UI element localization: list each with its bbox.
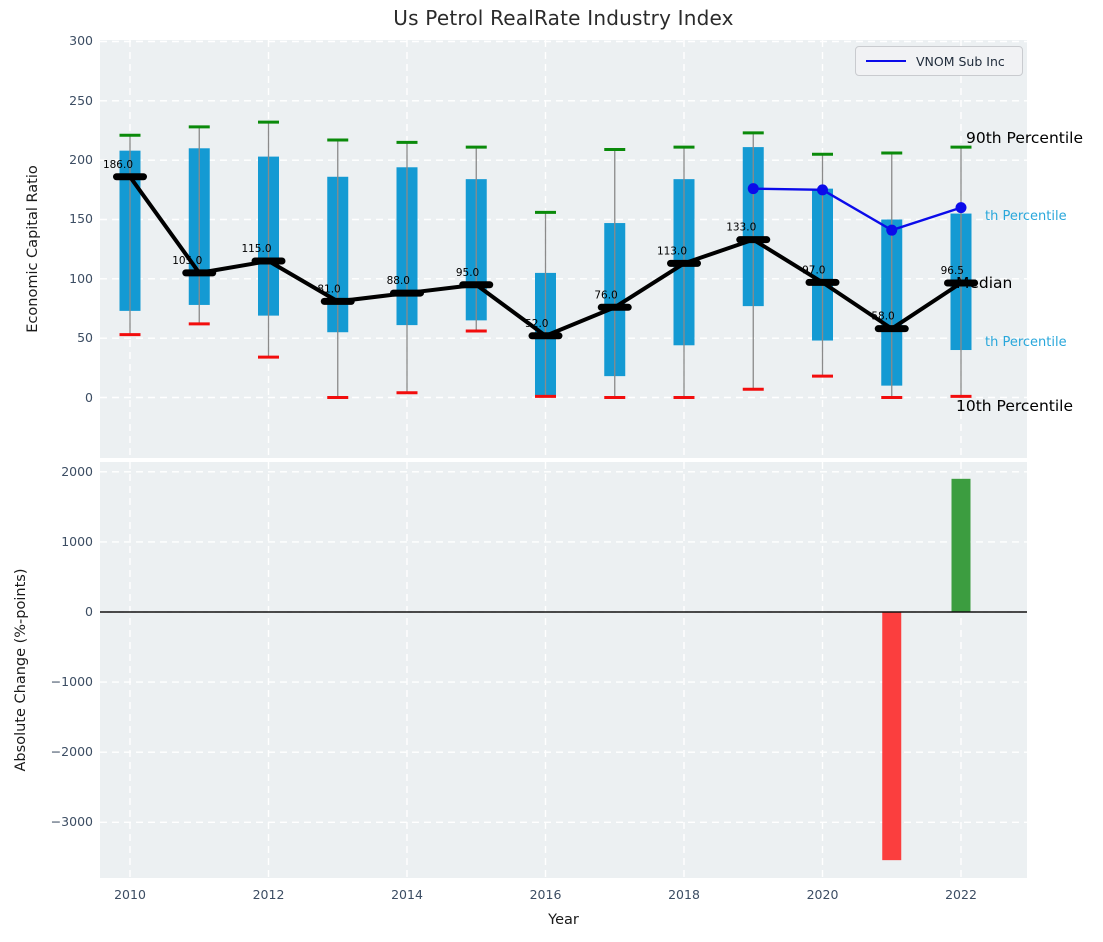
bottom-y-tick-label: −3000 xyxy=(31,814,93,829)
median-value-label: 133.0 xyxy=(726,222,756,234)
top-y-tick-label: 0 xyxy=(31,390,93,405)
median-marker xyxy=(321,298,355,305)
median-marker xyxy=(182,269,216,276)
vnom-point xyxy=(886,225,897,236)
annotation-10th-percentile: 10th Percentile xyxy=(956,397,1073,415)
annotation-90th-percentile: 90th Percentile xyxy=(966,129,1083,147)
x-tick-label: 2014 xyxy=(376,887,438,902)
median-marker xyxy=(529,332,563,339)
median-value-label: 81.0 xyxy=(317,283,340,295)
median-value-label: 186.0 xyxy=(103,159,133,171)
top-y-tick-label: 250 xyxy=(31,93,93,108)
median-value-label: 95.0 xyxy=(456,267,479,279)
median-marker xyxy=(252,258,286,265)
top-y-tick-label: 200 xyxy=(31,152,93,167)
vnom-point xyxy=(817,184,828,195)
median-marker xyxy=(875,325,909,332)
vnom-line xyxy=(753,189,961,231)
annotation-median: Median xyxy=(956,274,1012,292)
bottom-y-tick-label: 0 xyxy=(31,604,93,619)
x-tick-label: 2010 xyxy=(99,887,161,902)
chart-title: Us Petrol RealRate Industry Index xyxy=(100,6,1027,30)
median-value-label: 58.0 xyxy=(871,311,894,323)
x-tick-label: 2020 xyxy=(792,887,854,902)
top-chart-panel: 186.0 105.0 115.0 81.0 88.0 95.0 52.0 76.0 113.0… xyxy=(100,40,1027,458)
x-axis-label: Year xyxy=(100,912,1027,928)
median-marker xyxy=(390,290,424,297)
bottom-chart-panel xyxy=(100,462,1027,878)
median-value-label: 52.0 xyxy=(525,318,548,330)
annotation-th-percentile: th Percentile xyxy=(985,209,1067,224)
x-tick-label: 2016 xyxy=(515,887,577,902)
x-tick-label: 2012 xyxy=(238,887,300,902)
figure: Us Petrol RealRate Industry Index Econom… xyxy=(0,0,1103,942)
bottom-y-axis-label: Absolute Change (%-points) xyxy=(13,569,29,772)
top-y-axis-label: Economic Capital Ratio xyxy=(25,165,41,332)
median-value-label: 113.0 xyxy=(657,245,687,257)
median-value-label: 76.0 xyxy=(594,289,617,301)
change-bar-positive xyxy=(952,479,971,612)
median-marker xyxy=(806,279,840,286)
x-tick-label: 2022 xyxy=(930,887,992,902)
bottom-y-tick-label: 2000 xyxy=(31,464,93,479)
median-value-label: 105.0 xyxy=(172,255,202,267)
bottom-chart-canvas xyxy=(100,462,1027,878)
top-y-tick-label: 50 xyxy=(31,330,93,345)
vnom-point xyxy=(748,183,759,194)
top-y-tick-label: 100 xyxy=(31,271,93,286)
legend-box: VNOM Sub Inc xyxy=(855,46,1023,76)
bottom-y-tick-label: −1000 xyxy=(31,674,93,689)
median-marker xyxy=(113,173,147,180)
median-value-label: 115.0 xyxy=(241,243,271,255)
bottom-y-tick-label: 1000 xyxy=(31,534,93,549)
annotation-th-percentile: th Percentile xyxy=(985,335,1067,350)
bottom-y-tick-label: −2000 xyxy=(31,744,93,759)
legend-label: VNOM Sub Inc xyxy=(916,54,1005,69)
vnom-point xyxy=(956,202,967,213)
median-value-label: 97.0 xyxy=(802,264,825,276)
median-value-label: 88.0 xyxy=(387,275,410,287)
median-marker xyxy=(459,281,493,288)
median-marker xyxy=(667,260,701,267)
top-chart-canvas: 186.0 105.0 115.0 81.0 88.0 95.0 52.0 76.0 113.0… xyxy=(100,40,1027,458)
top-y-tick-label: 150 xyxy=(31,211,93,226)
top-y-tick-label: 300 xyxy=(31,33,93,48)
legend-line-icon xyxy=(866,60,906,62)
median-marker xyxy=(598,304,632,311)
change-bar-negative xyxy=(882,612,901,860)
x-tick-label: 2018 xyxy=(653,887,715,902)
median-marker xyxy=(736,236,770,243)
